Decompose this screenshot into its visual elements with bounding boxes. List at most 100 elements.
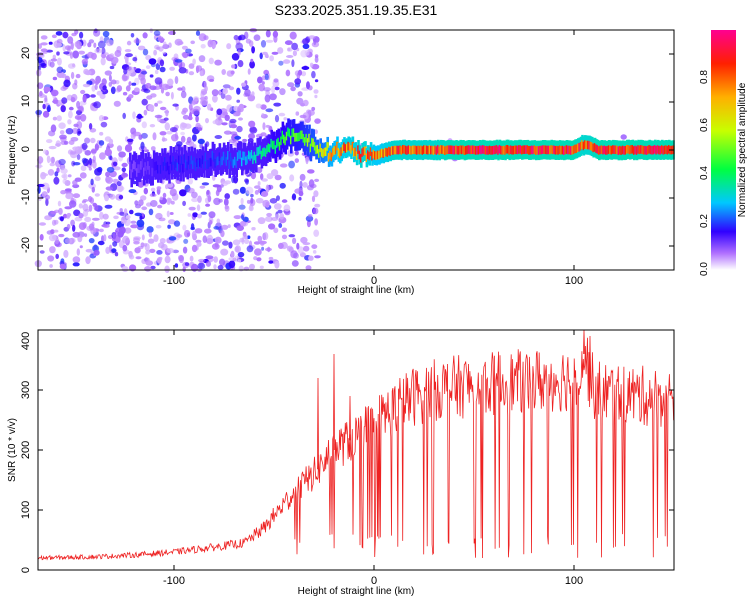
spectrogram-noise-blob	[145, 54, 152, 61]
spectrogram-trace-core	[234, 156, 237, 166]
spectrogram-trace-core	[264, 148, 268, 157]
spectrogram-trace-core	[484, 146, 487, 155]
spectrogram-trace-core	[245, 156, 248, 166]
spectrogram-noise-blob	[88, 39, 95, 44]
spectrogram-noise-blob	[39, 222, 46, 226]
spectrogram-noise-blob	[130, 224, 139, 229]
spectrogram-trace-core	[150, 167, 153, 177]
spectrogram-noise-blob	[50, 211, 57, 215]
spectrogram-noise-blob	[75, 73, 81, 79]
spectrogram-trace-core	[474, 146, 478, 155]
spec-xlabel: Height of straight line (km)	[298, 285, 415, 296]
spectrogram-noise-blob	[186, 232, 190, 237]
spectrogram-trace-core	[343, 142, 346, 151]
spectrogram-noise-blob	[308, 35, 316, 40]
spectrogram-trace-core	[154, 162, 157, 171]
spectrogram-trace-core	[196, 158, 199, 167]
spectrogram-noise-blob	[141, 98, 148, 106]
spectrogram-noise-blob	[112, 241, 118, 247]
spectrogram-trace-core	[350, 145, 353, 154]
spectrogram-noise-blob	[50, 124, 57, 133]
spectrogram-noise-blob	[64, 238, 73, 244]
spectrogram-trace-core	[309, 143, 312, 153]
spectrogram-noise-blob	[207, 103, 212, 111]
spectrogram-noise-blob	[278, 223, 283, 228]
spectrogram-noise-blob	[292, 50, 297, 57]
spectrogram-noise-blob	[191, 197, 199, 203]
spectrogram-noise-blob	[268, 223, 276, 230]
spectrogram-noise-blob	[216, 108, 223, 116]
spectrogram-trace-core	[381, 148, 384, 158]
spectrogram-noise-blob	[123, 218, 131, 227]
spectrogram-noise-blob	[156, 257, 162, 264]
spectrogram-noise-blob	[125, 85, 131, 92]
spectrogram-trace-core	[134, 162, 137, 171]
spectrogram-noise-blob	[65, 193, 73, 200]
spectrogram-noise-blob	[124, 227, 132, 234]
spectrogram-noise-blob	[145, 65, 151, 69]
spectrogram-trace-core	[320, 148, 324, 157]
spectrogram-trace-core	[173, 161, 177, 170]
spectrogram-noise-blob	[68, 106, 74, 111]
spectrogram-noise-blob	[299, 114, 307, 119]
spectrogram-noise-blob	[153, 49, 158, 56]
spectrogram-noise-blob	[72, 193, 81, 199]
spectrogram-noise-blob	[168, 236, 177, 241]
spectrogram-trace-core	[501, 146, 504, 155]
spectrogram-noise-blob	[93, 101, 101, 109]
spectrogram-noise-blob	[54, 171, 59, 177]
spectrogram-trace-core	[227, 151, 230, 160]
spectrogram-trace-core	[197, 160, 200, 169]
spectrogram-trace-core	[519, 145, 522, 154]
spectrogram-noise-blob	[78, 212, 84, 219]
snr-plot-area	[38, 330, 674, 570]
spectrogram-trace-core	[529, 146, 532, 155]
spectrogram-trace-core	[558, 145, 562, 154]
spectrogram-noise-blob	[56, 71, 65, 78]
spectrogram-trace-core	[371, 151, 374, 161]
spectrogram-trace-core	[148, 166, 151, 175]
spectrogram-noise-blob	[192, 108, 200, 116]
spectrogram-noise-blob	[219, 184, 224, 188]
spectrogram-noise-blob	[60, 86, 67, 92]
spectrogram-trace-core	[400, 146, 403, 155]
spectrogram-noise-blob	[273, 102, 282, 107]
spectrogram-noise-blob	[49, 61, 55, 68]
spectrogram-trace-core	[473, 145, 476, 155]
spectrogram-trace-core	[413, 145, 416, 154]
spectrogram-noise-blob	[109, 156, 113, 161]
spectrogram-noise-blob	[220, 248, 229, 256]
spectrogram-trace-core	[427, 145, 430, 155]
spectrogram-trace-core	[432, 146, 436, 155]
spectrogram-noise-blob	[122, 215, 126, 221]
spectrogram-noise-blob	[67, 174, 72, 178]
spectrogram-trace-core	[214, 159, 217, 168]
spectrogram-noise-blob	[289, 31, 297, 40]
spectrogram-noise-blob	[166, 248, 175, 254]
spectrogram-trace-core	[662, 146, 665, 155]
spectrogram-noise-blob	[213, 256, 218, 263]
spectrogram-noise-blob	[62, 178, 67, 184]
spectrogram-trace-core	[326, 142, 329, 151]
spectrogram-noise-blob	[63, 140, 69, 145]
spectrogram-noise-blob	[205, 260, 211, 267]
spectrogram-trace-core	[190, 155, 193, 165]
spectrogram-noise-blob	[234, 135, 242, 140]
spectrogram-trace-core	[147, 161, 150, 170]
spectrogram-noise-blob	[150, 265, 156, 270]
spectrogram-noise-blob	[209, 220, 213, 225]
spectrogram-trace-core	[203, 159, 206, 169]
spectrogram-noise-blob	[271, 169, 279, 177]
spectrogram-noise-blob	[289, 174, 295, 182]
spectrogram-noise-blob	[186, 136, 192, 144]
spectrogram-noise-blob	[200, 98, 209, 106]
spectrogram-noise-blob	[256, 167, 263, 174]
spectrogram-noise-blob	[94, 84, 98, 90]
spectrogram-trace-core	[297, 132, 300, 142]
spectrogram-trace-core	[500, 145, 503, 155]
spectrogram-noise-blob	[164, 265, 170, 273]
spectrogram-noise-blob	[206, 238, 214, 245]
spectrogram-trace-core	[574, 144, 577, 154]
spectrogram-noise-blob	[294, 150, 299, 156]
spectrogram-trace-core	[270, 138, 273, 148]
